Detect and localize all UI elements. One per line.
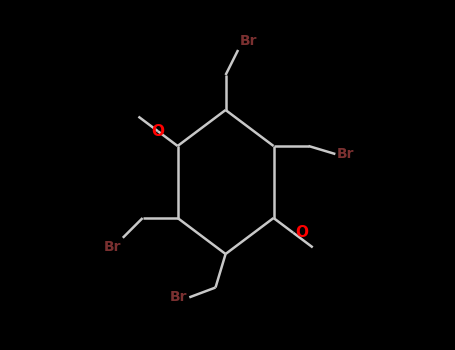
Text: Br: Br: [170, 290, 187, 304]
Text: Br: Br: [337, 147, 354, 161]
Text: Br: Br: [104, 239, 121, 253]
Text: O: O: [295, 225, 308, 240]
Text: Br: Br: [240, 34, 258, 48]
Text: O: O: [152, 124, 165, 139]
